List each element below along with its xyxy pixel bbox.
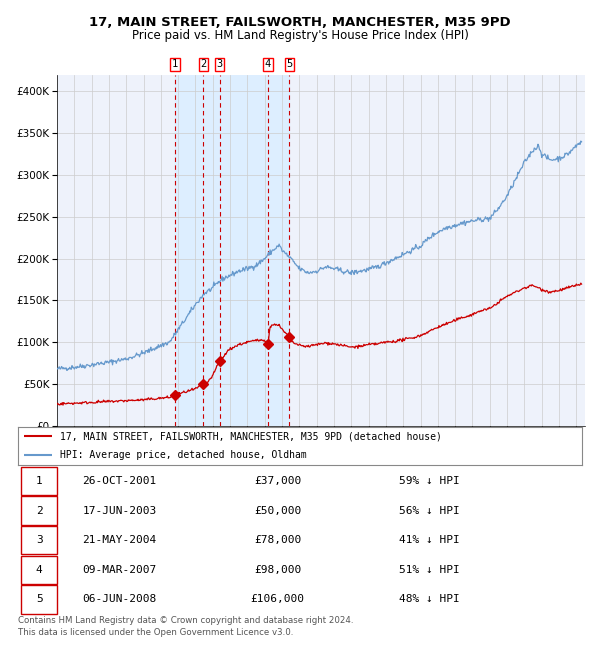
Text: HPI: Average price, detached house, Oldham: HPI: Average price, detached house, Oldh…: [60, 450, 307, 460]
Bar: [175, 75, 289, 426]
Text: £78,000: £78,000: [254, 535, 301, 545]
Text: 56% ↓ HPI: 56% ↓ HPI: [400, 506, 460, 515]
Text: 4: 4: [36, 565, 43, 575]
Text: 2: 2: [200, 59, 206, 69]
Text: £98,000: £98,000: [254, 565, 301, 575]
Text: 3: 3: [36, 535, 43, 545]
Text: 41% ↓ HPI: 41% ↓ HPI: [400, 535, 460, 545]
Text: 5: 5: [36, 595, 43, 604]
Text: 09-MAR-2007: 09-MAR-2007: [82, 565, 157, 575]
FancyBboxPatch shape: [21, 586, 58, 614]
Text: 17-JUN-2003: 17-JUN-2003: [82, 506, 157, 515]
Text: 17, MAIN STREET, FAILSWORTH, MANCHESTER, M35 9PD: 17, MAIN STREET, FAILSWORTH, MANCHESTER,…: [89, 16, 511, 29]
Text: 5: 5: [286, 59, 293, 69]
FancyBboxPatch shape: [21, 556, 58, 584]
FancyBboxPatch shape: [21, 467, 58, 495]
Text: 4: 4: [265, 59, 271, 69]
FancyBboxPatch shape: [21, 526, 58, 554]
Text: 3: 3: [217, 59, 223, 69]
Text: £50,000: £50,000: [254, 506, 301, 515]
Text: 48% ↓ HPI: 48% ↓ HPI: [400, 595, 460, 604]
Text: Price paid vs. HM Land Registry's House Price Index (HPI): Price paid vs. HM Land Registry's House …: [131, 29, 469, 42]
Text: 06-JUN-2008: 06-JUN-2008: [82, 595, 157, 604]
FancyBboxPatch shape: [21, 497, 58, 525]
Text: £106,000: £106,000: [250, 595, 304, 604]
Text: 21-MAY-2004: 21-MAY-2004: [82, 535, 157, 545]
Text: 2: 2: [36, 506, 43, 515]
Text: This data is licensed under the Open Government Licence v3.0.: This data is licensed under the Open Gov…: [18, 628, 293, 637]
Text: 51% ↓ HPI: 51% ↓ HPI: [400, 565, 460, 575]
Text: 59% ↓ HPI: 59% ↓ HPI: [400, 476, 460, 486]
Text: 17, MAIN STREET, FAILSWORTH, MANCHESTER, M35 9PD (detached house): 17, MAIN STREET, FAILSWORTH, MANCHESTER,…: [60, 432, 442, 441]
Text: 26-OCT-2001: 26-OCT-2001: [82, 476, 157, 486]
Text: 1: 1: [36, 476, 43, 486]
Text: Contains HM Land Registry data © Crown copyright and database right 2024.: Contains HM Land Registry data © Crown c…: [18, 616, 353, 625]
Text: 1: 1: [172, 59, 178, 69]
Text: £37,000: £37,000: [254, 476, 301, 486]
